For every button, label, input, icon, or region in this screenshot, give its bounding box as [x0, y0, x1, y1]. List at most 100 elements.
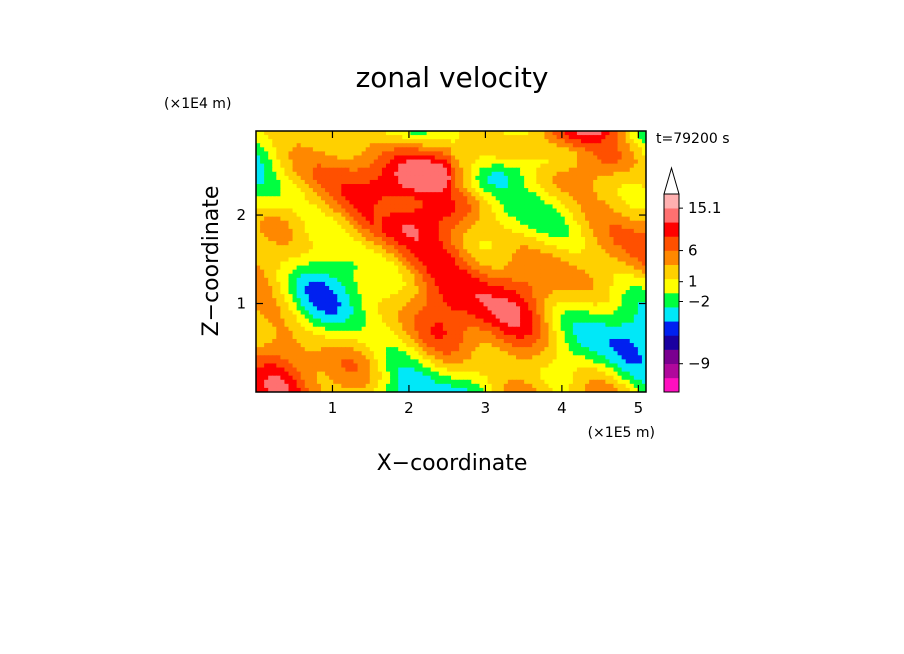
heatmap-cell — [572, 188, 578, 193]
heatmap-cell — [568, 224, 574, 230]
heatmap-cell — [601, 294, 606, 299]
heatmap-cell — [576, 179, 582, 185]
heatmap-cell — [532, 147, 537, 152]
heatmap-cell — [341, 204, 346, 210]
heatmap-cell — [463, 261, 468, 267]
heatmap-cell — [499, 171, 505, 177]
heatmap-cell — [544, 131, 550, 136]
heatmap-cell — [345, 184, 351, 189]
heatmap-cell — [337, 334, 342, 340]
heatmap-cell — [637, 163, 643, 169]
heatmap-cell — [381, 290, 387, 295]
heatmap-cell — [377, 212, 383, 218]
heatmap-cell — [613, 318, 619, 324]
heatmap-cell — [532, 192, 537, 197]
heatmap-cell — [605, 192, 611, 197]
heatmap-cell — [544, 175, 550, 181]
heatmap-cell — [528, 249, 533, 254]
heatmap-cell — [418, 224, 424, 230]
heatmap-cell — [459, 179, 464, 185]
heatmap-cell — [446, 290, 452, 295]
heatmap-cell — [463, 139, 468, 144]
heatmap-cell — [406, 188, 411, 193]
heatmap-cell — [369, 310, 375, 316]
heatmap-cell — [276, 228, 281, 234]
heatmap-cell — [369, 143, 375, 148]
heatmap-cell — [503, 273, 509, 279]
heatmap-cell — [520, 237, 525, 242]
heatmap-cell — [520, 318, 525, 324]
heatmap-cell — [451, 330, 456, 336]
heatmap-cell — [260, 249, 265, 254]
heatmap-cell — [629, 241, 635, 246]
heatmap-cell — [463, 326, 468, 332]
heatmap-cell — [292, 204, 298, 210]
heatmap-cell — [560, 330, 566, 336]
heatmap-cell — [585, 212, 590, 218]
heatmap-cell — [532, 257, 537, 263]
heatmap-cell — [345, 228, 351, 234]
heatmap-cell — [629, 269, 635, 275]
heatmap-cell — [438, 310, 444, 316]
heatmap-cell — [475, 139, 481, 144]
heatmap-cell — [264, 216, 269, 222]
heatmap-cell — [333, 155, 338, 161]
heatmap-cell — [495, 232, 501, 238]
heatmap-cell — [325, 167, 330, 173]
heatmap-cell — [406, 196, 411, 201]
heatmap-cell — [601, 196, 606, 201]
heatmap-cell — [637, 290, 643, 295]
heatmap-cell — [260, 261, 265, 267]
heatmap-cell — [633, 306, 639, 312]
heatmap-cell — [520, 281, 525, 287]
heatmap-cell — [325, 155, 330, 161]
heatmap-cell — [589, 196, 594, 201]
heatmap-cell — [373, 249, 379, 254]
heatmap-cell — [601, 310, 606, 316]
heatmap-cell — [593, 179, 598, 185]
heatmap-cell — [564, 155, 570, 161]
heatmap-cell — [434, 228, 440, 234]
heatmap-cell — [345, 281, 351, 287]
heatmap-cell — [507, 285, 513, 291]
heatmap-cell — [406, 179, 411, 185]
heatmap-cell — [353, 290, 359, 295]
heatmap-cell — [609, 212, 615, 218]
heatmap-cell — [601, 212, 606, 218]
heatmap-cell — [394, 281, 399, 287]
heatmap-cell — [390, 196, 395, 201]
heatmap-cell — [572, 155, 578, 161]
heatmap-cell — [430, 318, 436, 324]
heatmap-cell — [414, 257, 420, 263]
heatmap-cell — [637, 179, 643, 185]
heatmap-cell — [264, 306, 269, 312]
heatmap-cell — [373, 131, 379, 136]
heatmap-cell — [471, 253, 476, 259]
heatmap-cell — [483, 277, 489, 283]
heatmap-cell — [410, 224, 416, 230]
heatmap-cell — [621, 192, 627, 197]
heatmap-cell — [467, 216, 472, 222]
heatmap-cell — [394, 318, 399, 324]
heatmap-cell — [390, 249, 395, 254]
heatmap-cell — [418, 192, 424, 197]
heatmap-cell — [475, 196, 481, 201]
heatmap-cell — [260, 220, 265, 226]
heatmap-cell — [349, 175, 355, 181]
heatmap-cell — [418, 139, 424, 144]
heatmap-cell — [410, 151, 416, 157]
heatmap-cell — [284, 135, 290, 140]
heatmap-cell — [434, 143, 440, 148]
heatmap-cell — [625, 208, 631, 214]
heatmap-cell — [479, 241, 485, 246]
heatmap-cell — [333, 175, 338, 181]
heatmap-cell — [495, 171, 501, 177]
heatmap-cell — [581, 139, 586, 144]
heatmap-cell — [280, 237, 286, 242]
heatmap-cell — [621, 171, 627, 177]
heatmap-cell — [402, 314, 407, 320]
heatmap-cell — [438, 330, 444, 336]
heatmap-cell — [329, 338, 334, 344]
heatmap-cell — [312, 147, 318, 152]
heatmap-cell — [576, 212, 582, 218]
